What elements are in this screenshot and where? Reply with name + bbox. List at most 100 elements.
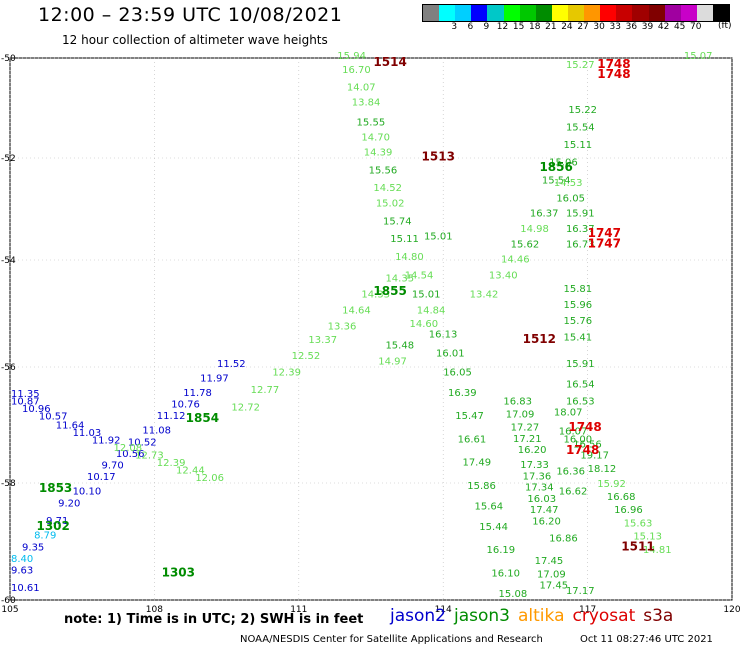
wave-height-label: 15.81 [564,284,593,295]
wave-height-label: 11.97 [200,374,229,385]
y-tick-label: -54 [1,256,16,266]
wave-height-label: 16.61 [458,434,487,445]
wave-height-label: 10.61 [11,583,40,594]
wave-height-label: 14.98 [520,224,549,235]
wave-height-label: 16.13 [429,330,458,341]
wave-height-label: 9.71 [46,516,68,527]
wave-height-label: 16.00 [564,434,593,445]
legend-jason3: jason3 [454,606,510,626]
wave-height-label: 10.76 [171,400,200,411]
color-swatch [471,5,488,21]
color-swatch [632,5,649,21]
color-swatch [439,5,456,21]
color-scale-label: 21 [545,22,557,32]
wave-height-label: 9.20 [58,498,80,509]
wave-height-label: 15.94 [337,51,366,62]
wave-height-label: 15.06 [549,158,578,169]
wave-height-label: 16.53 [566,397,595,408]
wave-height-label: 16.03 [527,494,556,505]
pass-time-label: 1748 [566,443,599,457]
wave-height-label: 19.17 [580,451,609,462]
wave-height-label: 15.01 [412,289,441,300]
y-tick-label: -56 [1,363,16,373]
color-scale-label: 36 [625,22,638,32]
pass-time-label: 1303 [162,566,195,580]
pass-time-label: 1855 [373,284,406,298]
wave-height-label: 15.41 [564,332,593,343]
color-swatch [535,5,552,21]
wave-height-label: 15.62 [511,239,540,250]
pass-time-label: 1747 [588,226,621,240]
wave-height-label: 12.06 [195,473,224,484]
color-scale-label: 6 [467,22,474,32]
wave-height-label: 11.35 [11,389,40,400]
color-scale-label: 27 [577,22,589,32]
wave-height-label: 10.87 [11,396,40,407]
wave-height-label: 16.20 [532,517,561,528]
pass-time-label: 1511 [621,539,654,553]
wave-height-label: 12.77 [251,385,280,396]
color-swatch [664,5,681,21]
wave-height-label: 17.17 [566,586,595,597]
color-swatch [648,5,665,21]
wave-height-label: 12.39 [157,458,186,469]
color-swatch [503,5,520,21]
wave-height-label: 11.78 [183,388,212,399]
x-tick-label: 117 [579,605,596,615]
wave-height-label: 16.37 [566,224,595,235]
color-swatch [616,5,633,21]
color-swatch [600,5,617,21]
wave-height-label: 10.96 [22,404,51,415]
wave-height-label: 8.40 [11,554,33,565]
wave-height-label: 18.12 [588,464,617,475]
pass-time-label: 1513 [422,150,455,164]
x-tick-label: 120 [723,605,740,615]
wave-height-label: 15.76 [564,316,593,327]
wave-height-label: 11.92 [92,436,121,447]
wave-height-label: 16.62 [559,487,588,498]
color-swatch [519,5,536,21]
wave-height-label: 15.54 [542,176,571,187]
wave-height-label: 12.08 [113,443,142,454]
wave-height-label: 12.72 [231,403,260,414]
wave-height-label: 14.80 [395,252,424,263]
color-swatch [567,5,585,21]
color-scale-label: 15 [512,22,525,32]
wave-height-label: 15.27 [566,60,595,71]
wave-height-label: 15.22 [568,105,597,116]
y-tick-label: -50 [1,54,16,64]
wave-height-label: 9.70 [101,461,123,472]
wave-height-label: 16.20 [518,445,547,456]
wave-height-label: 14.84 [417,306,446,317]
wave-height-label: 14.60 [410,319,439,330]
wave-height-label: 10.10 [73,487,102,498]
y-tick-label: -58 [1,479,16,489]
wave-height-label: 9.35 [22,542,44,553]
wave-height-label: 13.37 [308,335,337,346]
legend-cryosat: cryosat [572,606,636,626]
legend-altika: altika [518,606,565,626]
wave-height-label: 15.96 [564,300,593,311]
wave-height-label: 17.36 [523,471,552,482]
credit-text: NOAA/NESDIS Center for Satellite Applica… [240,634,543,645]
wave-height-label: 16.01 [436,348,465,359]
legend-s3a: s3a [643,606,674,626]
wave-height-label: 12.73 [135,451,164,462]
wave-height-label: 15.91 [566,209,595,220]
time-labels-layer: 1514151315121511174817481747174717481748… [36,55,654,580]
wave-height-label: 17.27 [511,423,540,434]
color-scale-label: 45 [673,22,686,32]
wave-height-label: 10.52 [128,437,157,448]
wave-height-label: 15.02 [376,198,405,209]
wave-height-label: 14.64 [342,306,371,317]
wave-height-label: 16.07 [559,426,588,437]
wave-height-label: 12.52 [292,351,321,362]
wave-height-label: 10.17 [87,472,116,483]
wave-height-label: 18.07 [554,408,583,419]
wave-height-label: 11.08 [142,426,171,437]
legend-jason2: jason2 [390,606,446,626]
color-scale-label: 3 [451,22,458,32]
wave-height-label: 14.46 [501,255,530,266]
wave-height-label: 15.11 [390,234,419,245]
wave-height-label: 14.35 [385,273,414,284]
